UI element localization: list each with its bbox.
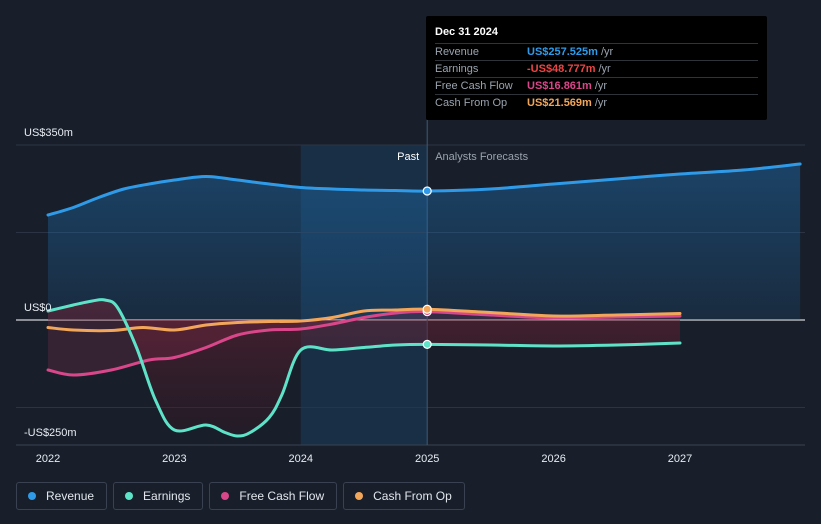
legend-label: Cash From Op <box>373 489 452 503</box>
earnings-marker <box>422 339 432 349</box>
cash-from-op-marker <box>422 304 432 314</box>
tooltip-date: Dec 31 2024 <box>435 26 498 38</box>
x-tick-label: 2022 <box>36 453 60 465</box>
forecast-label: Analysts Forecasts <box>435 151 528 163</box>
tooltip-row-cash-from-op: Cash From Op US$21.569m /yr <box>435 94 758 111</box>
y-tick-label: -US$250m <box>24 427 77 439</box>
tooltip-name: Revenue <box>435 46 480 58</box>
revenue-line <box>46 162 802 217</box>
tooltip-unit: /yr <box>594 97 608 109</box>
legend-item-earnings[interactable]: Earnings <box>113 482 204 510</box>
x-tick-label: 2024 <box>289 453 313 465</box>
y-tick-label: US$350m <box>24 127 73 139</box>
tooltip-name: Earnings <box>435 63 479 75</box>
legend-item-revenue[interactable]: Revenue <box>16 482 108 510</box>
legend-dot-icon <box>125 492 134 500</box>
legend-label: Revenue <box>46 489 95 503</box>
free-cash-flow-line <box>46 310 682 377</box>
free-cash-flow-area <box>48 311 680 375</box>
tooltip-row-earnings: Earnings -US$48.777m /yr <box>435 60 758 77</box>
x-tick-label: 2027 <box>668 453 692 465</box>
x-tick-label: 2026 <box>541 453 565 465</box>
earnings-line <box>46 298 682 438</box>
y-tick-label: US$0 <box>24 302 52 314</box>
tooltip-value: US$21.569m <box>527 97 592 109</box>
legend-dot-icon <box>28 492 36 500</box>
revenue-marker <box>422 186 432 196</box>
tooltip-value: US$16.861m <box>527 80 592 92</box>
tooltip-row-revenue: Revenue US$257.525m /yr <box>435 43 758 60</box>
tooltip-unit: /yr <box>598 63 611 75</box>
cash-from-op-line <box>46 307 682 333</box>
legend-label: Free Cash Flow <box>239 489 325 503</box>
earnings-area <box>48 299 680 436</box>
tooltip-value: US$257.525m <box>527 46 598 58</box>
legend-item-cash-from-op[interactable]: Cash From Op <box>343 482 465 510</box>
legend-item-free-cash-flow[interactable]: Free Cash Flow <box>209 482 338 510</box>
past-label: Past <box>397 151 419 163</box>
tooltip: Dec 31 2024 Revenue US$257.525m /yr Earn… <box>426 16 767 120</box>
legend-dot-icon <box>355 492 364 500</box>
tooltip-unit: /yr <box>600 46 614 58</box>
x-tick-label: 2025 <box>415 453 439 465</box>
legend-label: Earnings <box>143 489 191 503</box>
legend-dot-icon <box>221 492 230 500</box>
x-tick-label: 2023 <box>162 453 186 465</box>
tooltip-name: Free Cash Flow <box>435 80 513 92</box>
tooltip-value: -US$48.777m <box>527 63 596 75</box>
legend: Revenue Earnings Free Cash Flow Cash Fro… <box>16 482 465 510</box>
tooltip-name: Cash From Op <box>435 97 508 109</box>
tooltip-row-free-cash-flow: Free Cash Flow US$16.861m /yr <box>435 77 758 94</box>
revenue-area <box>48 164 801 320</box>
tooltip-unit: /yr <box>594 80 608 92</box>
